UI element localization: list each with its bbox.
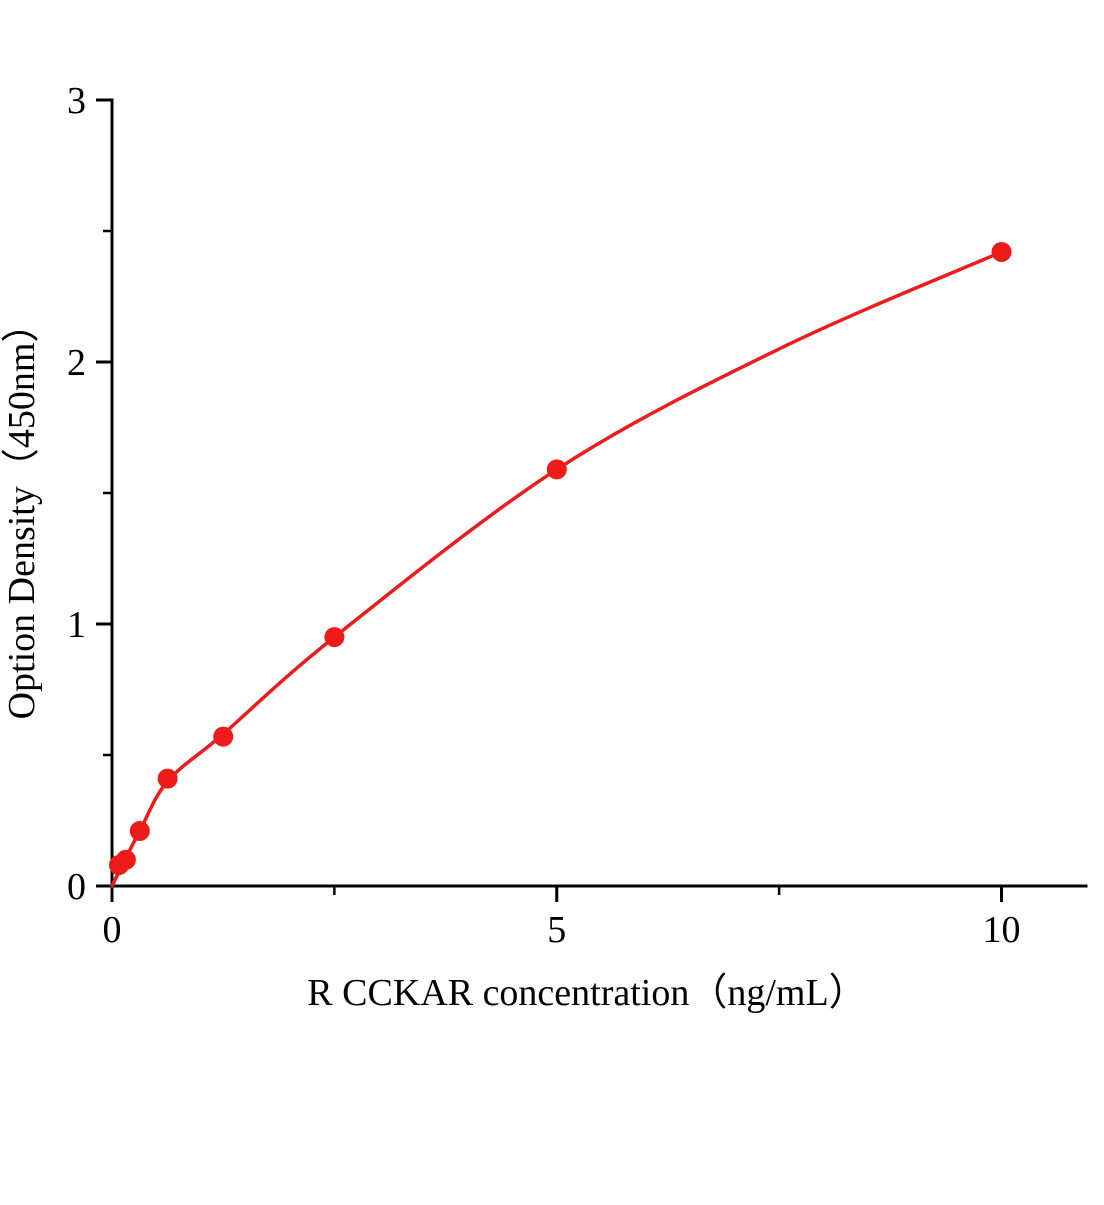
data-point <box>991 241 1012 262</box>
x-axis-label: R CCKAR concentration（ng/mL） <box>307 972 866 1014</box>
x-tick-label: 5 <box>547 909 566 951</box>
x-tick-label: 0 <box>103 909 122 951</box>
data-point <box>129 820 150 841</box>
y-tick-label: 2 <box>67 342 86 384</box>
y-tick-label: 0 <box>67 866 86 908</box>
fit-curve <box>110 250 1004 888</box>
y-axis-label: Option Density（450nm） <box>1 305 43 720</box>
axes-frame <box>110 98 1088 888</box>
x-tick-label: 10 <box>982 909 1020 951</box>
data-point <box>157 768 178 789</box>
data-point <box>546 459 567 480</box>
y-tick-label: 3 <box>67 80 86 122</box>
data-point <box>213 726 234 747</box>
data-point <box>115 849 136 870</box>
y-tick-label: 1 <box>67 604 86 646</box>
data-point <box>324 627 345 648</box>
